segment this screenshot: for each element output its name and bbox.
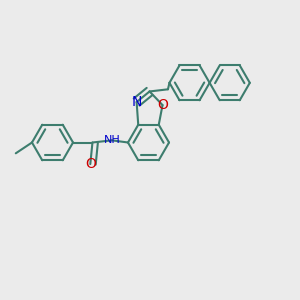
Text: N: N xyxy=(131,95,142,109)
Text: NH: NH xyxy=(103,135,120,145)
Text: O: O xyxy=(85,157,96,171)
Text: O: O xyxy=(157,98,168,112)
